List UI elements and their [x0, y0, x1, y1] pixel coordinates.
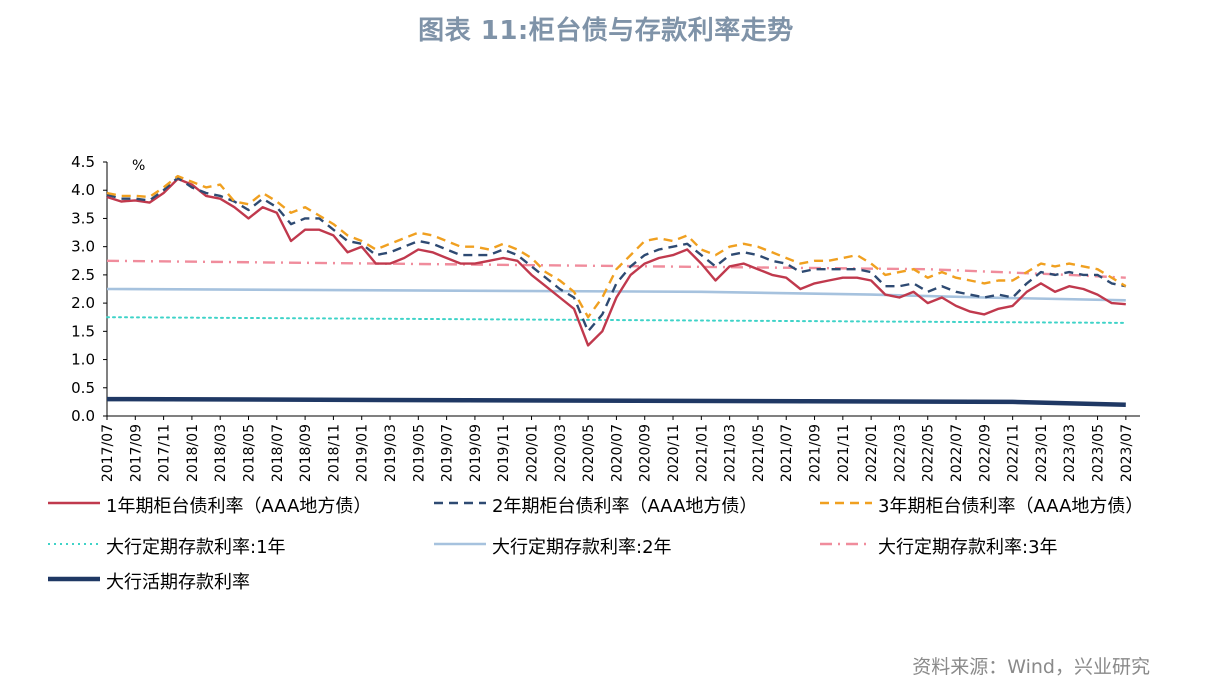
series-line-1 — [106, 177, 1126, 347]
legend-label: 1年期柜台债利率（AAA地方债） — [106, 496, 372, 517]
x-tick-label: 2022/01 — [864, 424, 880, 482]
x-tick-label: 2017/11 — [157, 424, 173, 482]
x-tick-label: 2021/09 — [808, 424, 824, 482]
x-tick-label: 2017/09 — [128, 424, 144, 482]
x-tick-label: 2018/01 — [185, 424, 201, 482]
legend-swatch — [48, 576, 100, 582]
y-tick-label: 1.0 — [71, 351, 95, 369]
legend-swatch — [434, 501, 486, 505]
y-tick-label: 4.0 — [71, 181, 95, 199]
series-line-7 — [106, 396, 1126, 407]
x-tick-label: 2023/03 — [1062, 424, 1078, 482]
x-tick-label: 2020/05 — [581, 424, 597, 482]
x-tick-label: 2019/07 — [440, 424, 456, 482]
y-axis-unit: % — [132, 158, 145, 174]
series-line-4 — [106, 316, 1127, 324]
y-tick-label: 0.5 — [71, 379, 95, 397]
legend-swatch — [820, 542, 872, 546]
x-tick-label: 2019/01 — [355, 424, 371, 482]
x-tick-label: 2018/09 — [298, 424, 314, 482]
x-tick-label: 2022/09 — [977, 424, 993, 482]
x-tick-label: 2018/03 — [213, 424, 229, 482]
legend-label: 大行定期存款利率:1年 — [106, 537, 286, 558]
x-tick-label: 2022/07 — [949, 424, 965, 482]
x-tick-label: 2019/09 — [468, 424, 484, 482]
x-tick-label: 2018/07 — [270, 424, 286, 482]
x-tick-label: 2021/01 — [694, 424, 710, 482]
x-tick-label: 2022/03 — [892, 424, 908, 482]
legend-label: 大行定期存款利率:3年 — [878, 537, 1058, 558]
x-tick-label: 2021/07 — [779, 424, 795, 482]
series-line-3 — [106, 174, 1127, 319]
x-tick-label: 2017/07 — [100, 424, 116, 482]
legend-swatch — [48, 501, 100, 505]
x-tick-label: 2023/05 — [1091, 424, 1107, 482]
legend-swatch — [820, 501, 872, 505]
y-tick-label: 2.5 — [71, 266, 95, 284]
x-tick-label: 2018/11 — [326, 424, 342, 482]
y-tick-label: 3.0 — [71, 238, 95, 256]
series-line-5 — [106, 287, 1126, 302]
x-tick-label: 2020/09 — [638, 424, 654, 482]
chart-title: 图表 11:柜台债与存款利率走势 — [418, 16, 794, 46]
x-tick-label: 2019/11 — [496, 424, 512, 482]
x-tick-label: 2019/03 — [383, 424, 399, 482]
legend-swatch — [434, 542, 486, 546]
x-tick-label: 2018/05 — [242, 424, 258, 482]
x-tick-label: 2023/07 — [1119, 424, 1135, 482]
y-tick-label: 3.5 — [71, 209, 95, 227]
x-tick-label: 2020/01 — [525, 424, 541, 482]
x-tick-label: 2021/11 — [836, 424, 852, 482]
series-line-2 — [106, 176, 1127, 333]
legend-swatch — [48, 543, 100, 545]
source-note: 资料来源：Wind，兴业研究 — [912, 656, 1150, 678]
x-tick-label: 2021/03 — [723, 424, 739, 482]
x-tick-label: 2021/05 — [751, 424, 767, 482]
series-line-6 — [106, 259, 1126, 279]
x-tick-label: 2022/11 — [1006, 424, 1022, 482]
legend-label: 大行活期存款利率 — [106, 572, 250, 593]
x-tick-label: 2022/05 — [921, 424, 937, 482]
legend-label: 大行定期存款利率:2年 — [492, 537, 672, 558]
legend-label: 3年期柜台债利率（AAA地方债） — [878, 496, 1144, 517]
y-tick-label: 1.5 — [71, 322, 95, 340]
y-tick-label: 2.0 — [71, 294, 95, 312]
y-tick-label: 4.5 — [71, 153, 95, 171]
x-tick-label: 2020/11 — [666, 424, 682, 482]
x-tick-label: 2019/05 — [411, 424, 427, 482]
y-tick-label: 0.0 — [71, 407, 95, 425]
x-tick-label: 2023/01 — [1034, 424, 1050, 482]
legend-label: 2年期柜台债利率（AAA地方债） — [492, 496, 758, 517]
x-tick-label: 2020/07 — [609, 424, 625, 482]
x-tick-label: 2020/03 — [553, 424, 569, 482]
